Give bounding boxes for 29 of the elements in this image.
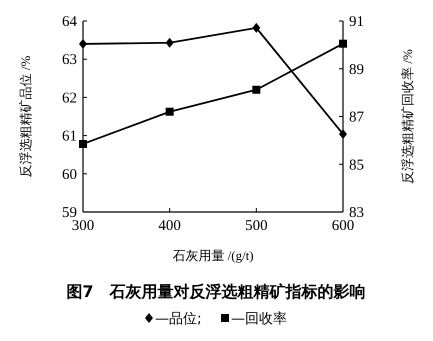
x-tick-label: 600	[332, 218, 354, 234]
y2-tick-label: 91	[349, 14, 364, 30]
y2-tick-label: 89	[349, 62, 364, 78]
y-tick-label: 60	[62, 166, 77, 183]
x-tick-label: 500	[245, 218, 268, 234]
y-tick-label: 63	[62, 52, 77, 68]
point	[339, 40, 347, 48]
y2-tick-label: 83	[349, 205, 364, 221]
point	[79, 38, 87, 49]
y-tick-label: 59	[62, 205, 77, 221]
point	[79, 140, 87, 148]
y-tick-label: 62	[62, 90, 77, 106]
x-axis-title: 石灰用量 /(g/t)	[172, 248, 254, 263]
text: 图7 石灰用量对反浮选粗精矿指标的影响	[66, 282, 366, 301]
x-tick-label: 400	[158, 218, 181, 234]
y2-axis-title: 反浮选粗精矿回收率 /%	[400, 48, 415, 184]
y-axis-title: 反浮选粗精矿品位 /%	[18, 55, 33, 178]
point	[252, 86, 260, 94]
point	[252, 22, 260, 33]
point	[339, 129, 347, 140]
y-tick-label: 61	[62, 128, 77, 145]
x-tick-label: 300	[72, 218, 94, 234]
y2-tick-label: 85	[349, 157, 364, 174]
legend-label: —品位;	[155, 311, 202, 327]
legend-label: —回收率	[231, 311, 287, 327]
point	[166, 38, 174, 48]
point	[166, 108, 174, 116]
y2-tick-label: 87	[349, 110, 364, 126]
y-tick-label: 64	[62, 14, 78, 30]
